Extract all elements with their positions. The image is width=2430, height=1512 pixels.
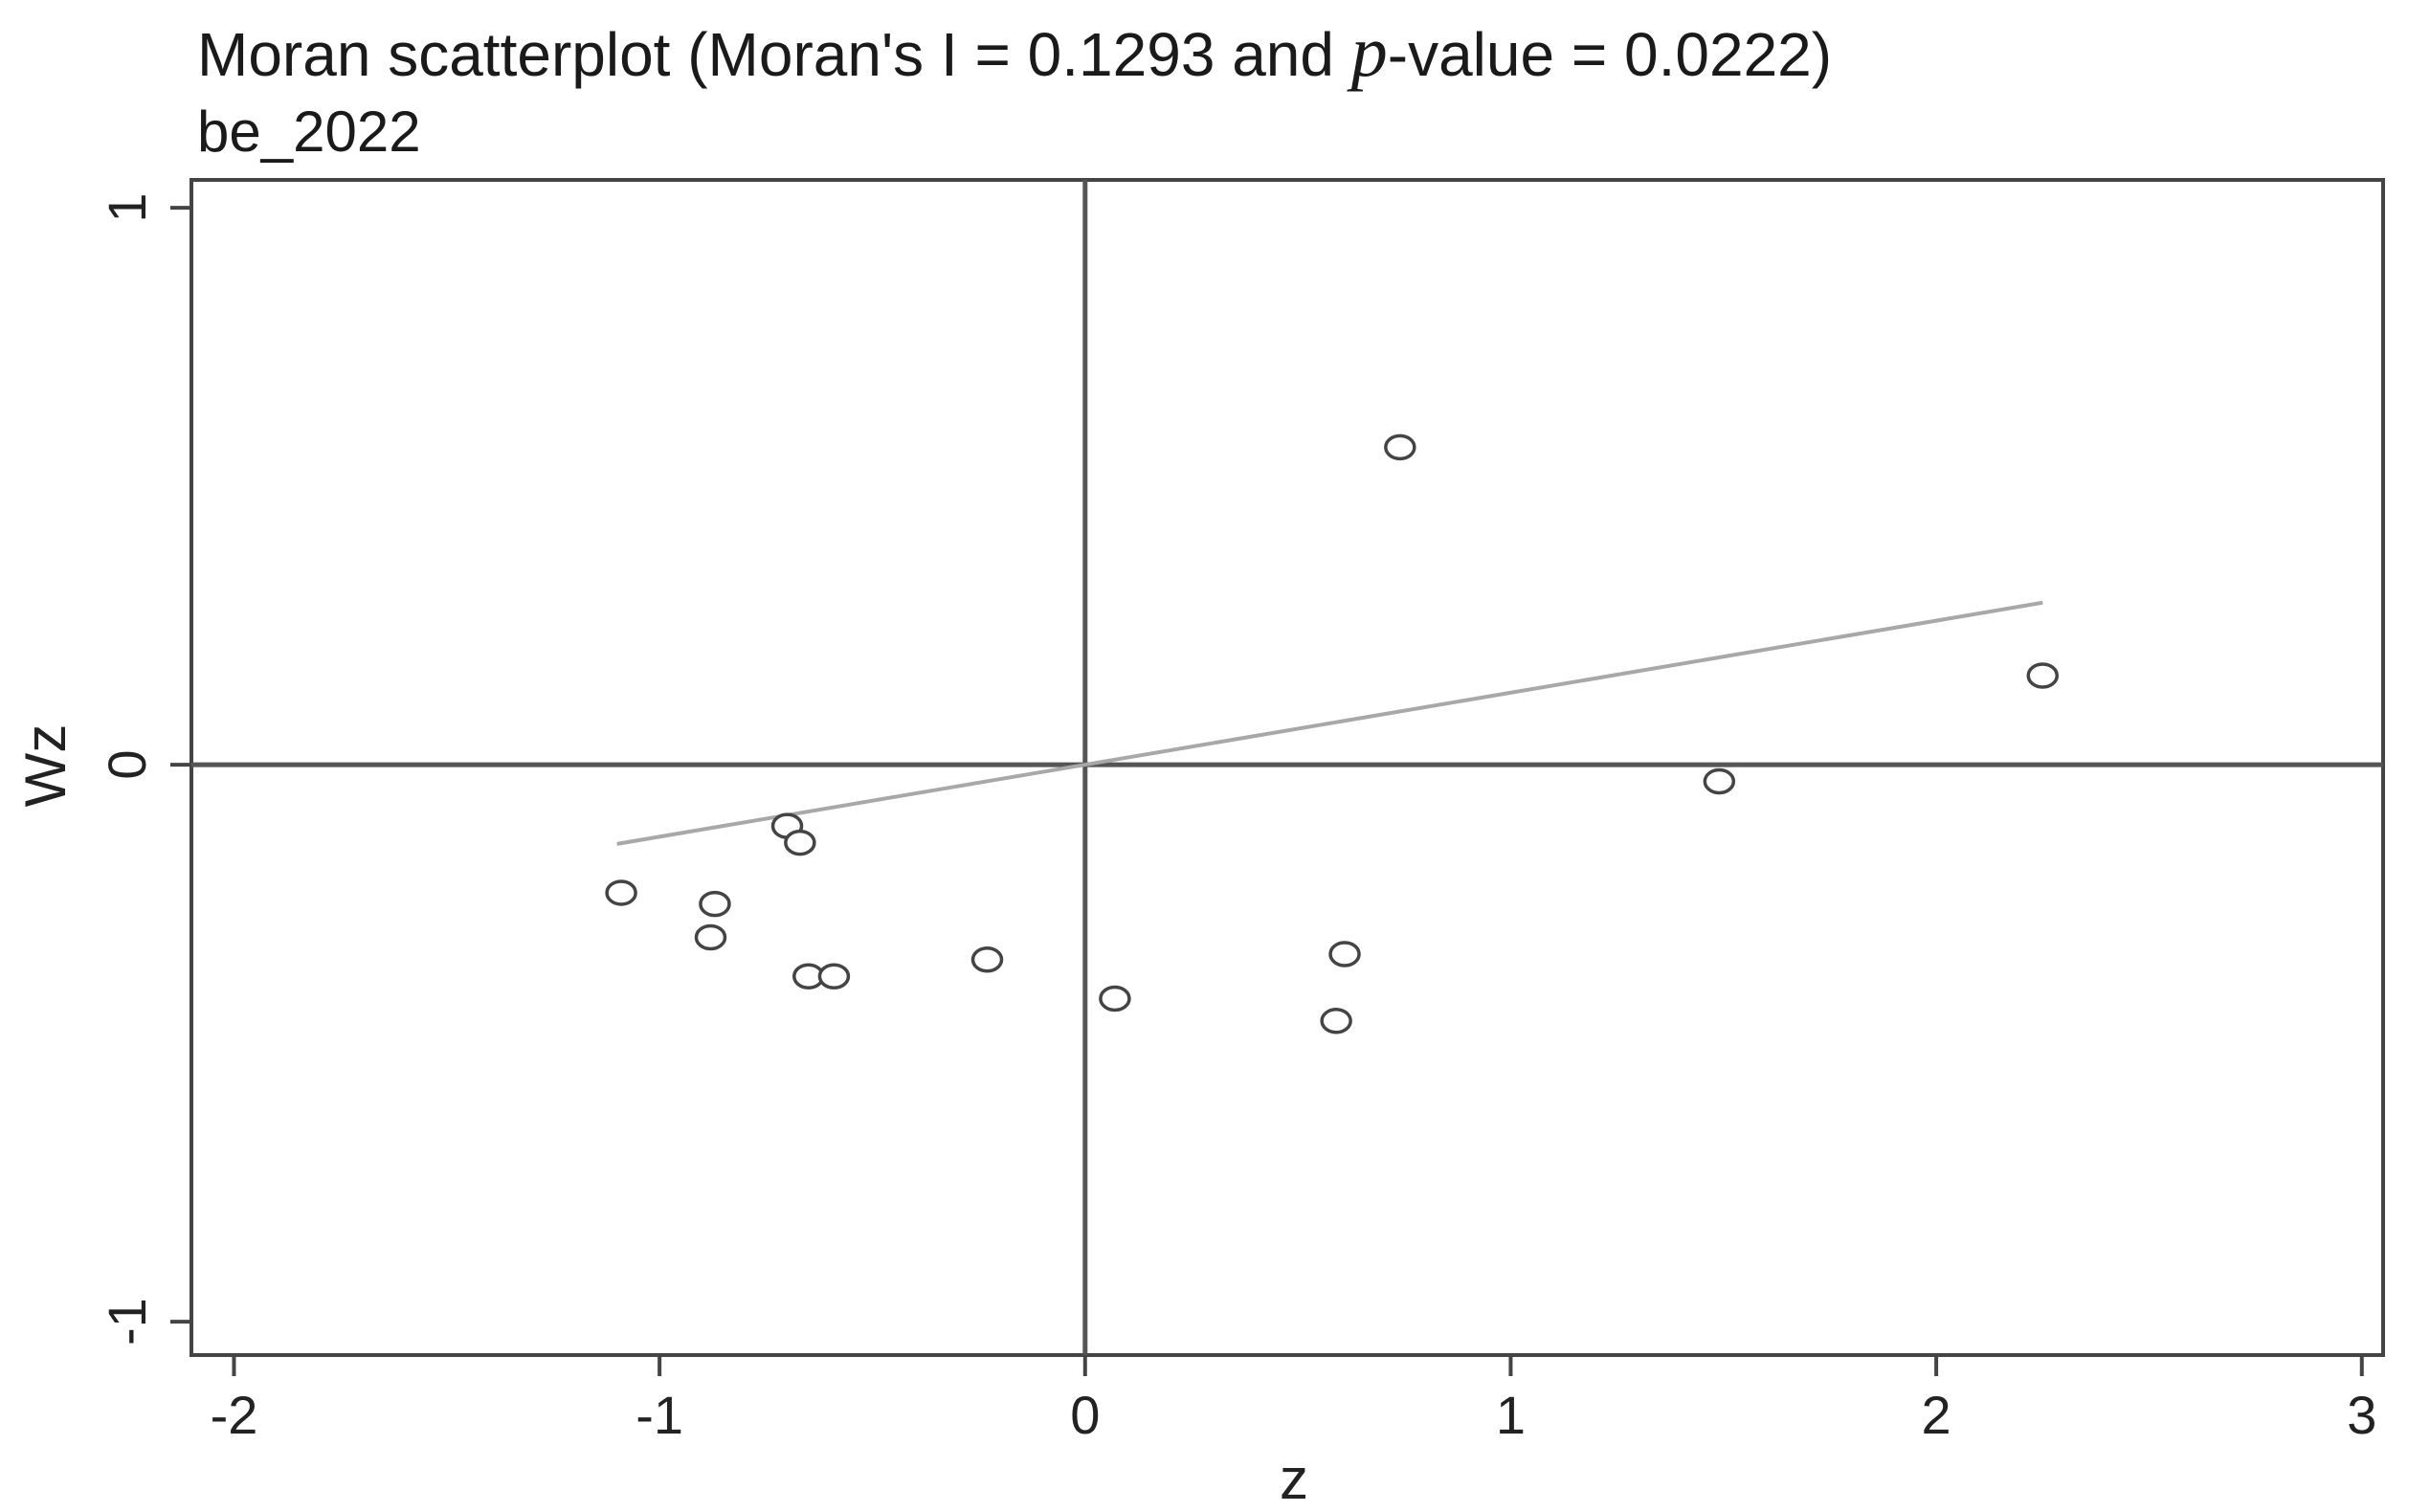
y-axis: -1 0 1 <box>97 193 191 1345</box>
data-points <box>605 434 2060 1034</box>
x-axis: -2 -1 0 1 2 3 <box>211 1355 2376 1445</box>
x-tick-label: 2 <box>1922 1385 1951 1445</box>
chart-subtitle: be_2022 <box>197 100 421 164</box>
title-prefix: Moran scatterplot (Moran's I = 0.1293 an… <box>197 20 1351 89</box>
reference-lines <box>191 180 2383 1355</box>
x-tick-label: 0 <box>1070 1385 1100 1445</box>
scatter-point <box>1384 434 1416 461</box>
chart-title: Moran scatterplot (Moran's I = 0.1293 an… <box>197 13 1832 93</box>
scatter-point <box>1099 985 1131 1012</box>
fit-line <box>616 600 2043 846</box>
scatter-point <box>1328 941 1361 967</box>
scatter-point <box>817 963 851 989</box>
scatter-point <box>1703 767 1736 795</box>
plot-frame <box>189 178 2385 1357</box>
fit-line-group <box>616 600 2043 846</box>
title-suffix: -value = 0.0222) <box>1387 20 1833 89</box>
scatter-point <box>605 879 637 906</box>
x-tick-label: 1 <box>1496 1385 1526 1445</box>
title-p-symbol: p <box>1350 11 1388 92</box>
scatter-point <box>2026 662 2060 689</box>
scatter-point <box>970 946 1004 973</box>
scatter-point <box>699 890 731 918</box>
x-tick-label: -1 <box>635 1385 683 1445</box>
y-tick-label: -1 <box>97 1298 157 1345</box>
y-tick-label: 1 <box>97 193 157 223</box>
scatter-point <box>1320 1008 1352 1034</box>
x-axis-label: z <box>1280 1447 1308 1511</box>
x-tick-label: -2 <box>211 1385 258 1445</box>
x-tick-label: 3 <box>2347 1385 2376 1445</box>
y-tick-label: 0 <box>97 750 157 780</box>
scatter-point <box>784 829 816 856</box>
scatter-point <box>694 923 727 951</box>
y-axis-label: Wz <box>13 724 78 808</box>
